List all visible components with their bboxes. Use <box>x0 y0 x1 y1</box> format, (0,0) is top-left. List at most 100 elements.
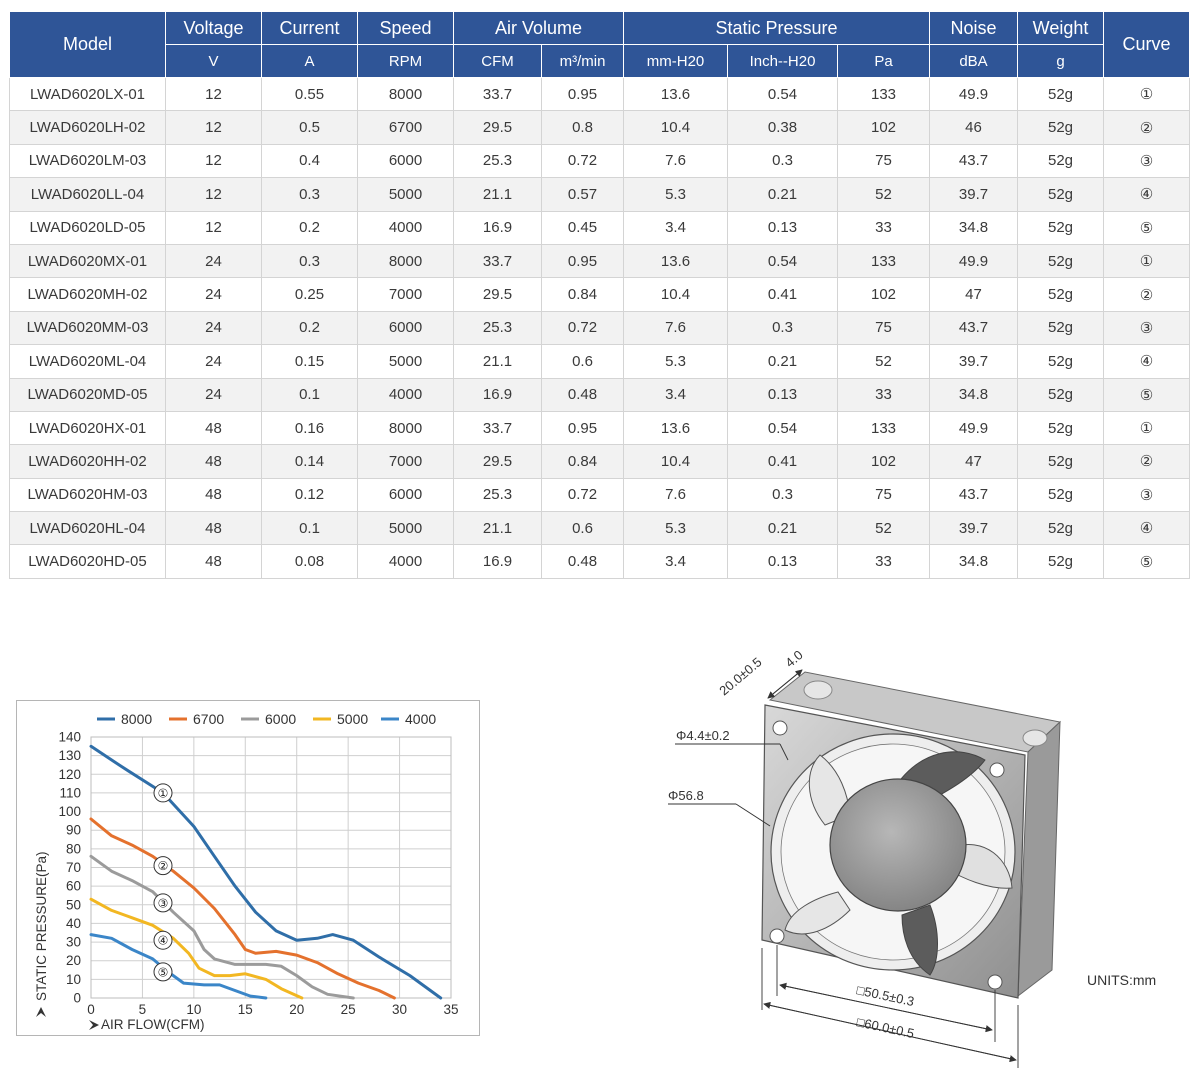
cell-cfm: 21.1 <box>453 177 542 212</box>
cell-inch-h2o: 0.54 <box>727 410 839 446</box>
cell-pa: 133 <box>837 76 931 112</box>
y-tick-label: 140 <box>58 730 81 745</box>
cell-m3-min: 0.72 <box>540 477 625 513</box>
cell-voltage: 48 <box>165 444 262 479</box>
cell-mm-h2o: 10.4 <box>623 277 729 312</box>
cell-curve: ② <box>1103 444 1191 479</box>
cell-inch-h2o: 0.13 <box>727 544 839 579</box>
unit-voltage: V <box>165 44 262 78</box>
curve-marker-label: ④ <box>158 934 169 948</box>
cell-noise: 34.8 <box>929 377 1019 412</box>
cell-pa: 75 <box>837 477 931 513</box>
cell-noise: 47 <box>929 277 1019 312</box>
mount-hole-bl <box>769 928 785 944</box>
y-tick-label: 80 <box>66 841 81 856</box>
header-air-volume: Air Volume <box>452 11 625 45</box>
cell-weight: 52g <box>1017 477 1105 513</box>
fan-housing-side <box>768 671 1062 998</box>
cell-weight: 52g <box>1017 377 1105 412</box>
table-row: LWAD6020MD-05 24 0.1 4000 16.9 0.48 3.4 0.13 33 3… <box>9 377 1191 412</box>
y-tick-label: 30 <box>66 935 81 950</box>
cell-voltage: 12 <box>165 76 262 112</box>
cell-current: 0.1 <box>261 511 358 546</box>
cell-curve: ③ <box>1103 143 1191 179</box>
cell-curve: ① <box>1103 76 1191 112</box>
unit-cfm: CFM <box>453 44 542 78</box>
cell-weight: 52g <box>1017 177 1105 212</box>
cell-mm-h2o: 5.3 <box>623 511 729 546</box>
cell-m3-min: 0.6 <box>540 344 625 379</box>
cell-noise: 49.9 <box>929 243 1019 279</box>
cell-current: 0.2 <box>261 210 358 245</box>
cell-pa: 33 <box>837 544 931 579</box>
cell-curve: ⑤ <box>1103 544 1191 579</box>
cell-weight: 52g <box>1017 444 1105 479</box>
dim-flange-label: 4.0 <box>782 647 805 670</box>
table-row: LWAD6020HH-02 48 0.14 7000 29.5 0.84 10.4 0.41 1… <box>9 444 1191 479</box>
unit-inch-h2o: Inch--H20 <box>727 44 839 78</box>
cell-voltage: 48 <box>165 410 262 446</box>
y-tick-label: 90 <box>66 823 81 838</box>
cell-cfm: 25.3 <box>453 143 542 179</box>
cell-model: LWAD6020HH-02 <box>9 444 166 479</box>
cell-noise: 34.8 <box>929 210 1019 245</box>
cell-mm-h2o: 13.6 <box>623 410 729 446</box>
unit-current: A <box>261 44 358 78</box>
unit-m3-min: m³/min <box>540 44 625 78</box>
dim-outer-label: □60.0±0.5 <box>855 1014 915 1041</box>
table-row: LWAD6020HL-04 48 0.1 5000 21.1 0.6 5.3 0.21 52 39… <box>9 511 1191 546</box>
cell-speed: 5000 <box>357 177 454 212</box>
table-row: LWAD6020HM-03 48 0.12 6000 25.3 0.72 7.6 0.3 75 4… <box>9 477 1191 513</box>
cell-cfm: 33.7 <box>453 243 542 279</box>
cell-weight: 52g <box>1017 210 1105 245</box>
performance-chart: 0 10 20 30 40 50 60 70 80 90 100 110 120 130 140 0 5 10 15… <box>16 700 480 1036</box>
cell-inch-h2o: 0.54 <box>727 243 839 279</box>
cell-voltage: 12 <box>165 110 262 145</box>
cell-weight: 52g <box>1017 544 1105 579</box>
cell-noise: 39.7 <box>929 344 1019 379</box>
curve-marker-label: ③ <box>158 896 169 910</box>
y-tick-label: 100 <box>58 804 81 819</box>
cell-noise: 39.7 <box>929 511 1019 546</box>
cell-mm-h2o: 3.4 <box>623 210 729 245</box>
table-row: LWAD6020ML-04 24 0.15 5000 21.1 0.6 5.3 0.21 52 3… <box>9 344 1191 379</box>
header-curve: Curve <box>1103 11 1191 78</box>
unit-dba: dBA <box>929 44 1019 78</box>
cell-inch-h2o: 0.54 <box>727 76 839 112</box>
curve-marker-5 <box>153 962 173 982</box>
table-header: Model Voltage Current Speed Air Volume S… <box>9 11 1191 78</box>
cell-inch-h2o: 0.41 <box>727 444 839 479</box>
y-tick-label: 110 <box>59 785 81 800</box>
cell-model: LWAD6020LL-04 <box>9 177 166 212</box>
cell-speed: 6000 <box>357 310 454 346</box>
cell-inch-h2o: 0.21 <box>727 177 839 212</box>
cell-weight: 52g <box>1017 310 1105 346</box>
cell-inch-h2o: 0.3 <box>727 477 839 513</box>
cell-mm-h2o: 13.6 <box>623 243 729 279</box>
cell-current: 0.1 <box>261 377 358 412</box>
cell-cfm: 29.5 <box>453 110 542 145</box>
cell-mm-h2o: 10.4 <box>623 110 729 145</box>
mount-hole-br <box>987 974 1003 990</box>
cell-weight: 52g <box>1017 76 1105 112</box>
y-axis-arrow-icon <box>36 1007 46 1017</box>
mount-hole-tl <box>772 720 788 736</box>
cell-voltage: 24 <box>165 344 262 379</box>
cell-pa: 52 <box>837 511 931 546</box>
cell-pa: 133 <box>837 243 931 279</box>
cell-noise: 43.7 <box>929 310 1019 346</box>
cell-pa: 52 <box>837 344 931 379</box>
cell-inch-h2o: 0.41 <box>727 277 839 312</box>
cell-curve: ④ <box>1103 344 1191 379</box>
cell-model: LWAD6020HM-03 <box>9 477 166 513</box>
cell-current: 0.3 <box>261 243 358 279</box>
cell-speed: 7000 <box>357 277 454 312</box>
cell-model: LWAD6020MD-05 <box>9 377 166 412</box>
x-tick-label: 25 <box>341 1002 356 1017</box>
cell-weight: 52g <box>1017 511 1105 546</box>
y-tick-label: 50 <box>66 897 81 912</box>
cell-pa: 133 <box>837 410 931 446</box>
cell-mm-h2o: 3.4 <box>623 377 729 412</box>
cell-voltage: 48 <box>165 477 262 513</box>
cell-inch-h2o: 0.21 <box>727 344 839 379</box>
